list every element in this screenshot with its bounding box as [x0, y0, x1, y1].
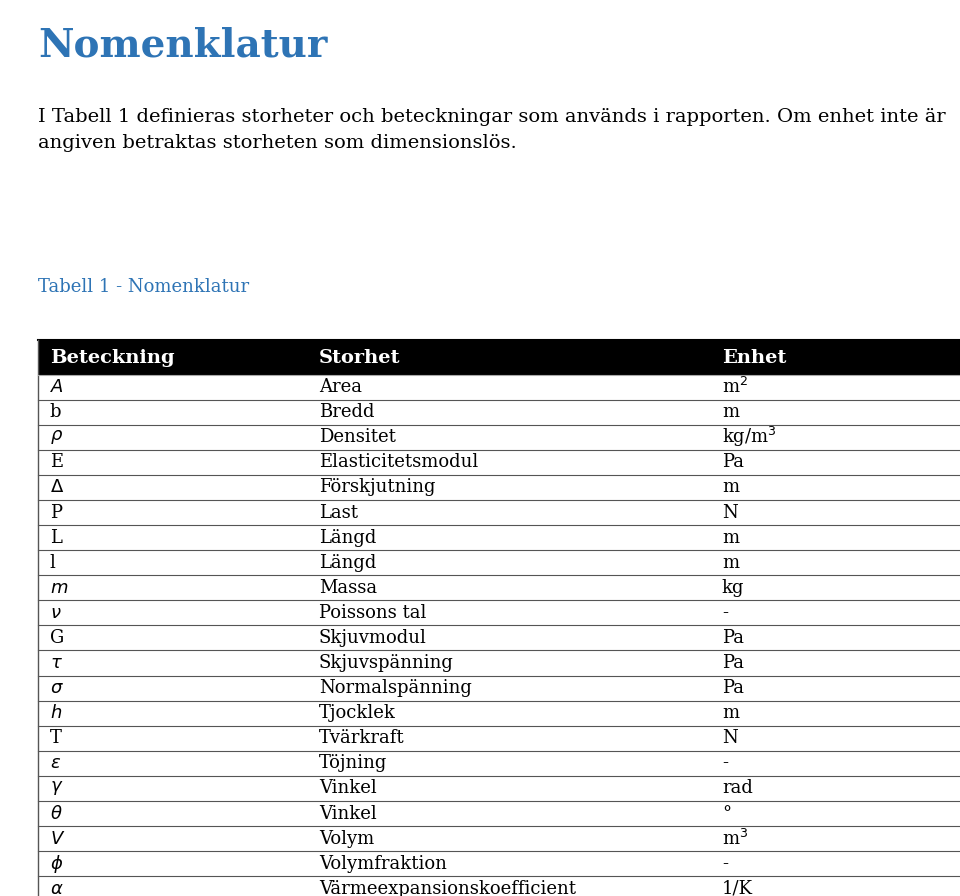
Bar [38, 475, 960, 500]
Text: -: - [722, 754, 728, 772]
Text: T: T [50, 729, 61, 747]
Bar [38, 375, 960, 400]
Text: Tabell 1 - Nomenklatur: Tabell 1 - Nomenklatur [38, 278, 250, 296]
Bar [38, 600, 960, 625]
Text: Tjocklek: Tjocklek [319, 704, 396, 722]
Text: N: N [722, 729, 737, 747]
Text: $\mathit{\gamma}$: $\mathit{\gamma}$ [50, 780, 63, 797]
Text: Poissons tal: Poissons tal [319, 604, 426, 622]
Bar [38, 826, 960, 851]
Text: $\mathit{\alpha}$: $\mathit{\alpha}$ [50, 880, 63, 896]
Text: m: m [722, 554, 739, 572]
Bar [38, 575, 960, 600]
Bar [38, 751, 960, 776]
Bar [38, 701, 960, 726]
Text: Skjuvmodul: Skjuvmodul [319, 629, 426, 647]
Bar [38, 876, 960, 896]
Bar [38, 851, 960, 876]
Text: $\mathit{\sigma}$: $\mathit{\sigma}$ [50, 679, 63, 697]
Text: kg: kg [722, 579, 744, 597]
Text: m: m [722, 403, 739, 421]
Text: $\mathit{\phi}$: $\mathit{\phi}$ [50, 853, 63, 874]
Text: Töjning: Töjning [319, 754, 387, 772]
Text: 1/K: 1/K [722, 880, 753, 896]
Text: $\mathit{h}$: $\mathit{h}$ [50, 704, 62, 722]
Text: Pa: Pa [722, 654, 744, 672]
Text: Bredd: Bredd [319, 403, 374, 421]
Text: P: P [50, 504, 61, 521]
Text: Pa: Pa [722, 629, 744, 647]
Text: $\mathit{V}$: $\mathit{V}$ [50, 830, 65, 848]
Text: Massa: Massa [319, 579, 377, 597]
Text: L: L [50, 529, 61, 547]
Text: I Tabell 1 definieras storheter och beteckningar som används i rapporten. Om enh: I Tabell 1 definieras storheter och bete… [38, 108, 946, 152]
Bar [38, 525, 960, 550]
Text: $\mathit{\tau}$: $\mathit{\tau}$ [50, 654, 62, 672]
Text: Pa: Pa [722, 453, 744, 471]
Text: Last: Last [319, 504, 358, 521]
Text: m: m [722, 529, 739, 547]
Text: Tvärkraft: Tvärkraft [319, 729, 404, 747]
Bar [38, 500, 960, 525]
Text: Beteckning: Beteckning [50, 349, 175, 366]
Bar [38, 340, 960, 375]
Text: Normalspänning: Normalspänning [319, 679, 471, 697]
Bar [38, 676, 960, 701]
Text: Nomenklatur: Nomenklatur [38, 27, 327, 65]
Text: Vinkel: Vinkel [319, 805, 376, 823]
Text: kg/m$^{3}$: kg/m$^{3}$ [722, 426, 777, 449]
Text: G: G [50, 629, 64, 647]
Text: -: - [722, 855, 728, 873]
Text: $\mathit{\nu}$: $\mathit{\nu}$ [50, 604, 61, 622]
Text: Area: Area [319, 378, 362, 396]
Bar [38, 776, 960, 801]
Text: m$^{2}$: m$^{2}$ [722, 377, 748, 397]
Text: Skjuvspänning: Skjuvspänning [319, 654, 453, 672]
Text: N: N [722, 504, 737, 521]
Text: $\mathit{A}$: $\mathit{A}$ [50, 378, 64, 396]
Text: -: - [722, 604, 728, 622]
Bar [38, 400, 960, 425]
Text: $\mathit{\rho}$: $\mathit{\rho}$ [50, 428, 63, 446]
Text: Vinkel: Vinkel [319, 780, 376, 797]
Text: $\mathit{\theta}$: $\mathit{\theta}$ [50, 805, 62, 823]
Text: Volymfraktion: Volymfraktion [319, 855, 446, 873]
Text: m: m [722, 478, 739, 496]
Text: rad: rad [722, 780, 753, 797]
Text: °: ° [722, 805, 732, 823]
Bar [38, 650, 960, 676]
Text: Enhet: Enhet [722, 349, 786, 366]
Text: m: m [722, 704, 739, 722]
Bar [38, 726, 960, 751]
Text: $\mathit{m}$: $\mathit{m}$ [50, 579, 68, 597]
Bar [38, 425, 960, 450]
Text: Densitet: Densitet [319, 428, 396, 446]
Text: Volym: Volym [319, 830, 374, 848]
Text: Pa: Pa [722, 679, 744, 697]
Bar [38, 801, 960, 826]
Text: $\mathit{\Delta}$: $\mathit{\Delta}$ [50, 478, 64, 496]
Text: b: b [50, 403, 61, 421]
Text: E: E [50, 453, 63, 471]
Text: $\mathit{\varepsilon}$: $\mathit{\varepsilon}$ [50, 754, 61, 772]
Bar [38, 625, 960, 650]
Text: Förskjutning: Förskjutning [319, 478, 435, 496]
Text: m$^{3}$: m$^{3}$ [722, 829, 748, 849]
Text: Längd: Längd [319, 529, 376, 547]
Text: l: l [50, 554, 56, 572]
Text: Elasticitetsmodul: Elasticitetsmodul [319, 453, 478, 471]
Text: Storhet: Storhet [319, 349, 400, 366]
Text: Värmeexpansionskoefficient: Värmeexpansionskoefficient [319, 880, 576, 896]
Text: Längd: Längd [319, 554, 376, 572]
Bar [38, 550, 960, 575]
Bar [38, 450, 960, 475]
